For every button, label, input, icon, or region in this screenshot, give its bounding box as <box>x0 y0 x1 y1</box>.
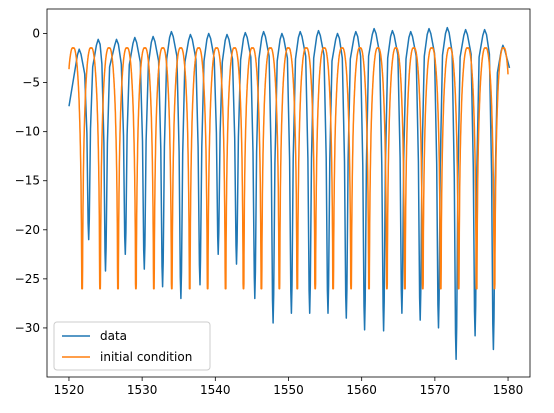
legend-label-data: data <box>100 329 127 343</box>
y-tick-label: −5 <box>22 76 40 90</box>
legend-box <box>53 321 211 371</box>
y-axis: 0 −5 −10 −15 −20 −25 −30 <box>15 27 47 335</box>
x-tick-label: 1550 <box>273 383 304 397</box>
x-tick-label: 1520 <box>54 383 85 397</box>
y-tick-label: −20 <box>15 223 40 237</box>
y-tick-label: −10 <box>15 125 40 139</box>
x-tick-label: 1530 <box>127 383 158 397</box>
x-tick-label: 1580 <box>493 383 524 397</box>
x-tick-label: 1560 <box>346 383 377 397</box>
x-tick-label: 1540 <box>200 383 231 397</box>
y-tick-label: −30 <box>15 321 40 335</box>
x-axis: 1520 1530 1540 1550 1560 1570 1580 <box>54 377 524 397</box>
plot-area <box>47 9 530 377</box>
x-tick-label: 1570 <box>420 383 451 397</box>
legend: data initial condition <box>53 321 211 371</box>
series-layer <box>68 26 511 361</box>
series-line-initial-condition <box>68 47 509 290</box>
series-line-data <box>68 26 511 361</box>
legend-label-initial-condition: initial condition <box>100 350 192 364</box>
axes-frame <box>47 9 530 377</box>
y-tick-label: −15 <box>15 174 40 188</box>
y-tick-label: 0 <box>32 27 40 41</box>
y-tick-label: −25 <box>15 272 40 286</box>
